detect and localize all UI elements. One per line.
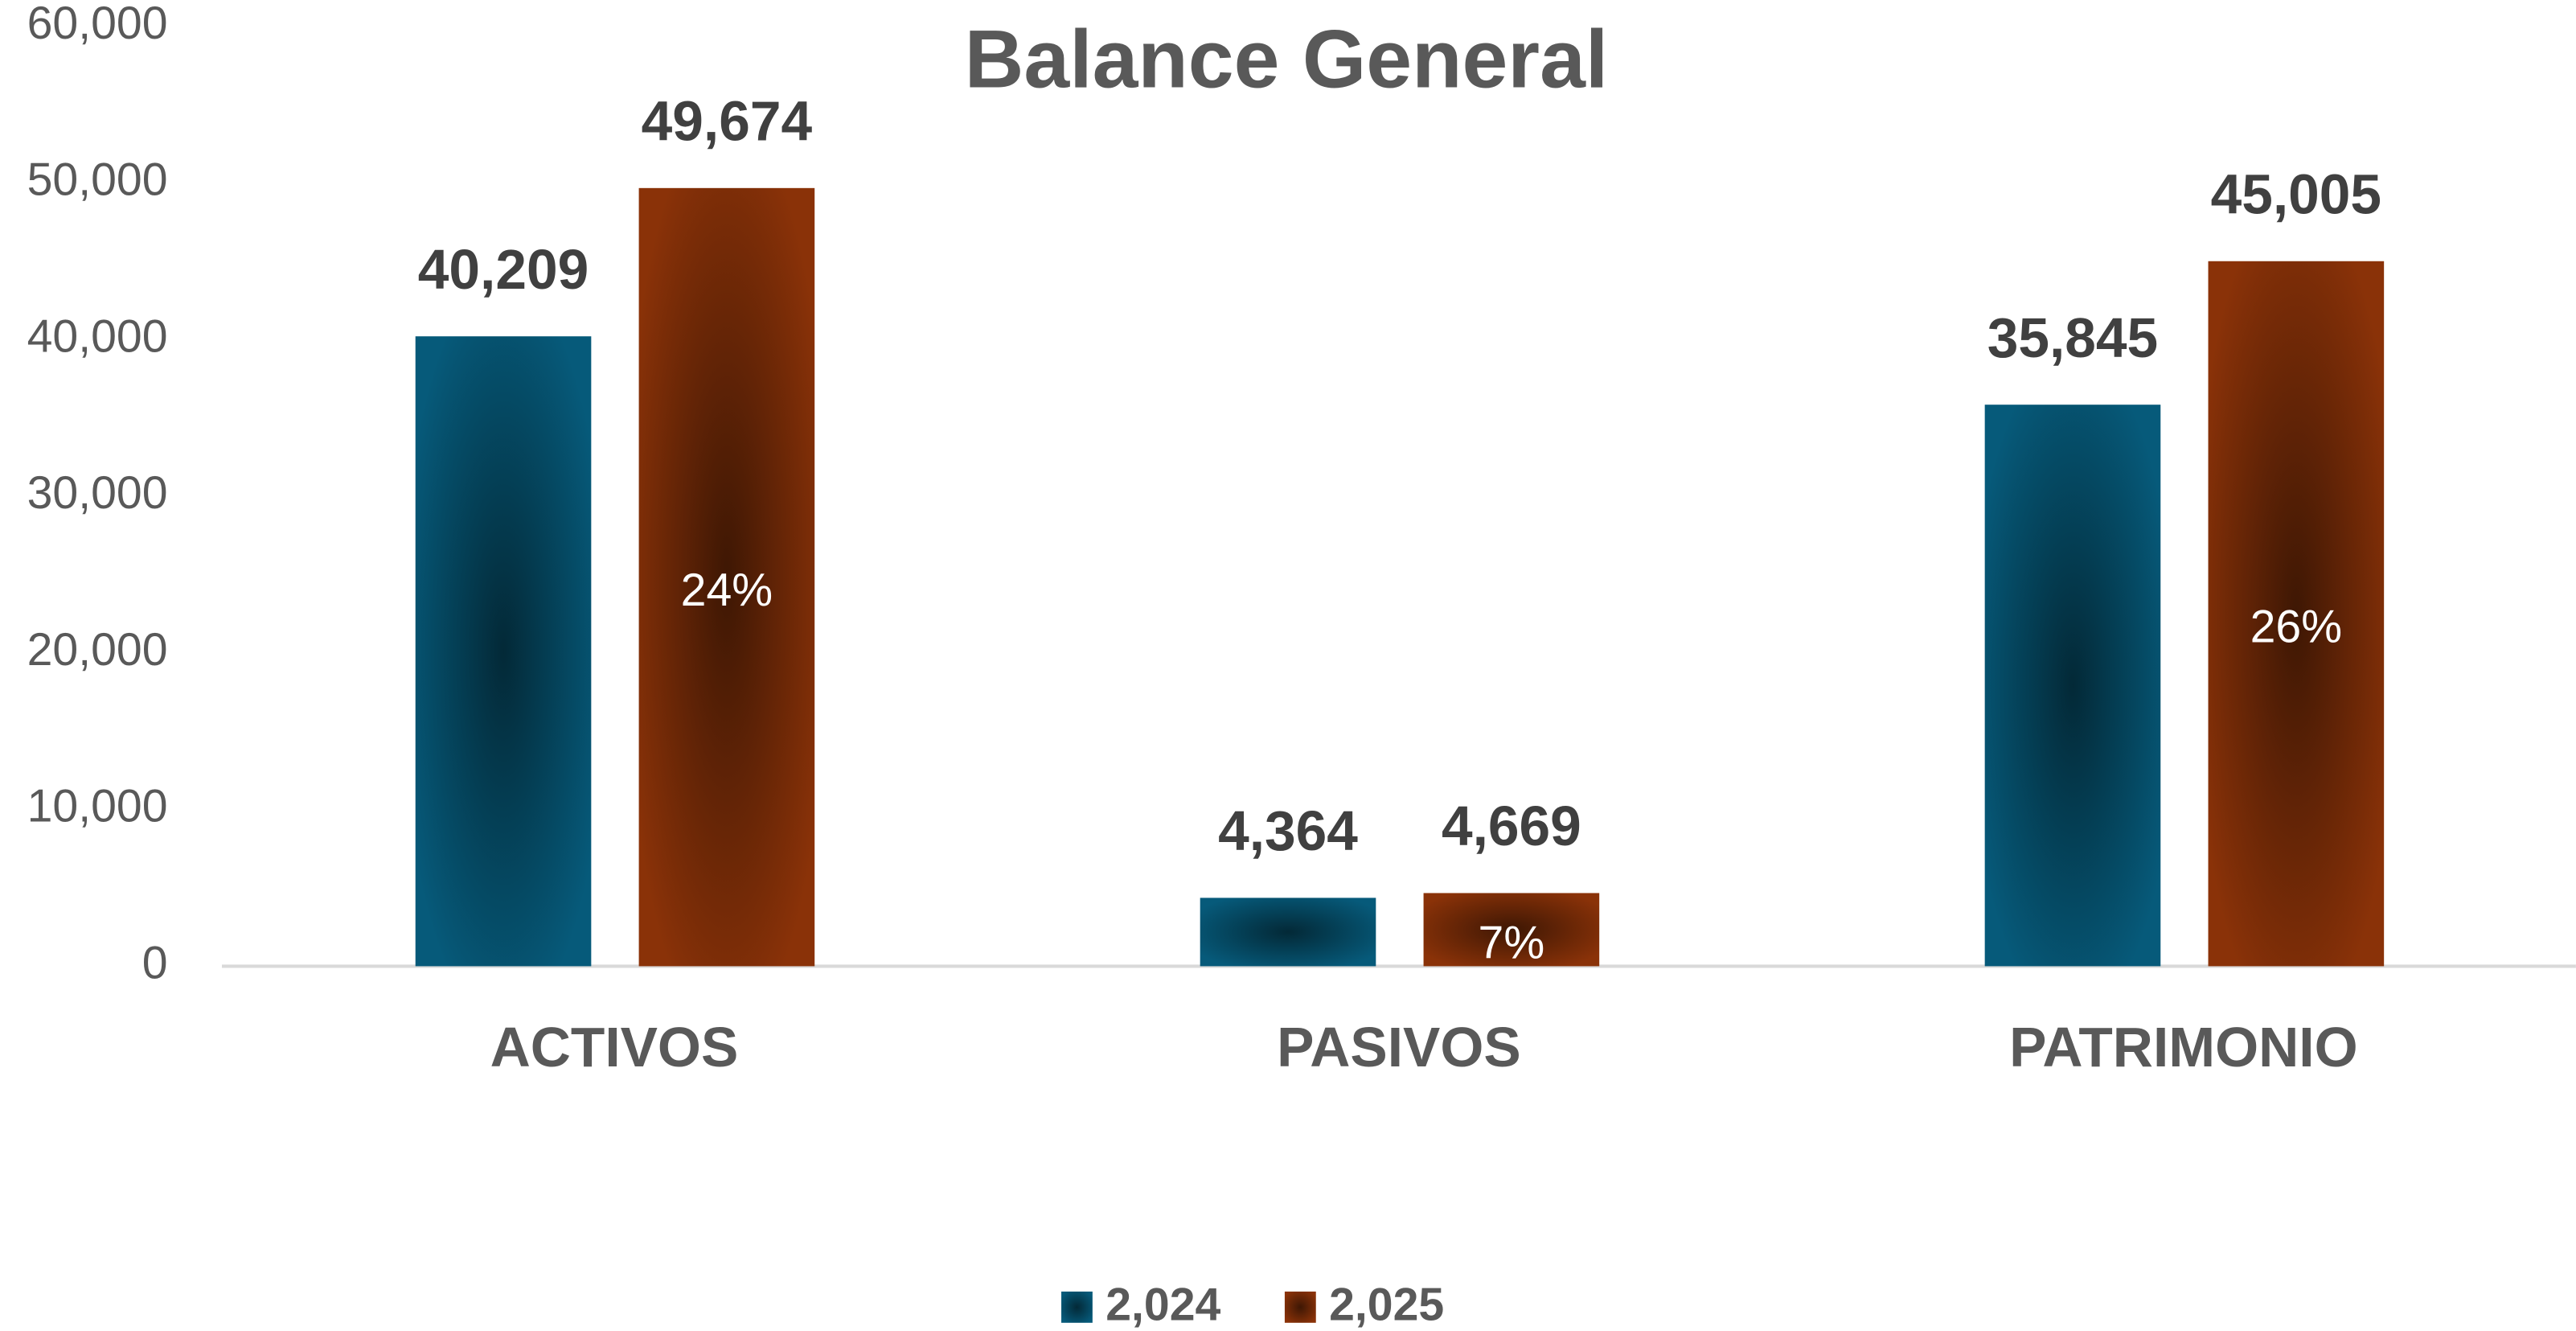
- value-label: 49,674: [642, 90, 813, 153]
- value-label: 4,669: [1442, 795, 1581, 857]
- change-label: 7%: [1479, 917, 1545, 968]
- value-label: 4,364: [1218, 799, 1358, 862]
- y-tick-label: 30,000: [27, 467, 168, 519]
- y-tick-label: 60,000: [27, 0, 168, 49]
- legend-label: 2,025: [1329, 1280, 1444, 1331]
- value-label: 35,845: [1987, 306, 2158, 369]
- bar: [415, 336, 592, 967]
- y-tick-label: 40,000: [27, 310, 168, 362]
- legend-label: 2,024: [1105, 1280, 1220, 1331]
- y-tick-label: 0: [142, 938, 168, 989]
- bar: [1200, 898, 1376, 967]
- y-tick-label: 10,000: [27, 781, 168, 832]
- y-tick-label: 50,000: [27, 154, 168, 206]
- bar: [1984, 405, 2161, 967]
- bar: [1423, 893, 1600, 967]
- x-tick-label: ACTIVOS: [490, 1016, 739, 1078]
- legend-swatch: [1061, 1291, 1093, 1323]
- value-label: 40,209: [418, 238, 589, 301]
- change-label: 24%: [681, 565, 773, 616]
- bar: [2208, 261, 2385, 967]
- chart-title: Balance General: [965, 14, 1609, 105]
- bar: [638, 187, 815, 967]
- x-tick-label: PATRIMONIO: [2009, 1016, 2357, 1078]
- x-tick-label: PASIVOS: [1277, 1016, 1521, 1078]
- change-label: 26%: [2250, 602, 2342, 653]
- legend-swatch: [1284, 1291, 1316, 1323]
- value-label: 45,005: [2211, 162, 2381, 225]
- y-tick-label: 20,000: [27, 624, 168, 676]
